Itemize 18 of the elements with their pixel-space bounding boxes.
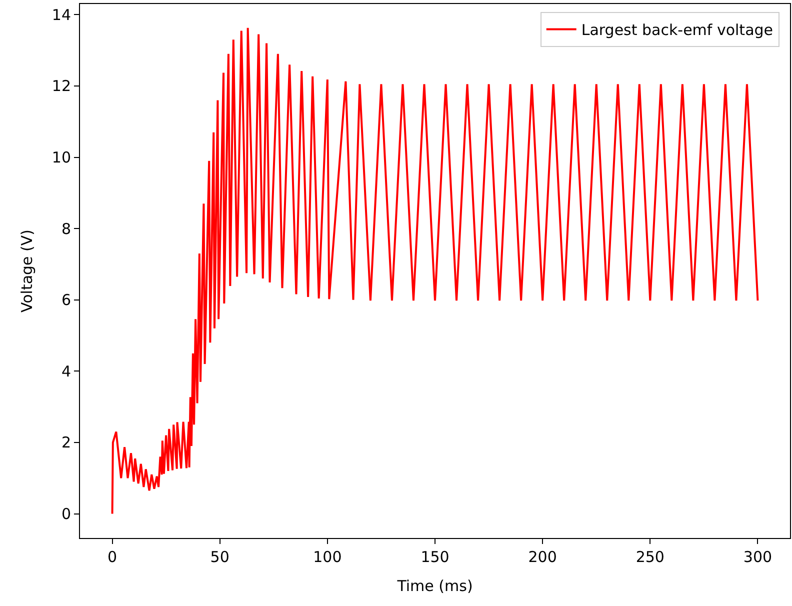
y-tick-label: 0 xyxy=(61,505,71,524)
legend-label: Largest back-emf voltage xyxy=(581,21,774,40)
x-axis-title: Time (ms) xyxy=(396,577,473,595)
y-tick-label: 6 xyxy=(61,291,71,310)
y-tick-label: 14 xyxy=(52,6,71,24)
y-tick-label: 10 xyxy=(52,148,71,167)
x-tick-label: 0 xyxy=(107,548,118,566)
y-tick-label: 2 xyxy=(61,434,71,452)
y-tick-label: 12 xyxy=(52,77,71,96)
x-tick-label: 100 xyxy=(313,548,342,566)
x-tick-label: 300 xyxy=(743,548,772,566)
y-tick-label: 8 xyxy=(61,220,71,238)
x-tick-label: 50 xyxy=(210,548,230,566)
x-tick-label: 200 xyxy=(528,548,557,566)
y-tick-label: 4 xyxy=(61,362,71,380)
x-tick-label: 150 xyxy=(420,548,450,566)
y-axis-title: Voltage (V) xyxy=(18,230,36,312)
x-tick-label: 250 xyxy=(636,548,664,566)
